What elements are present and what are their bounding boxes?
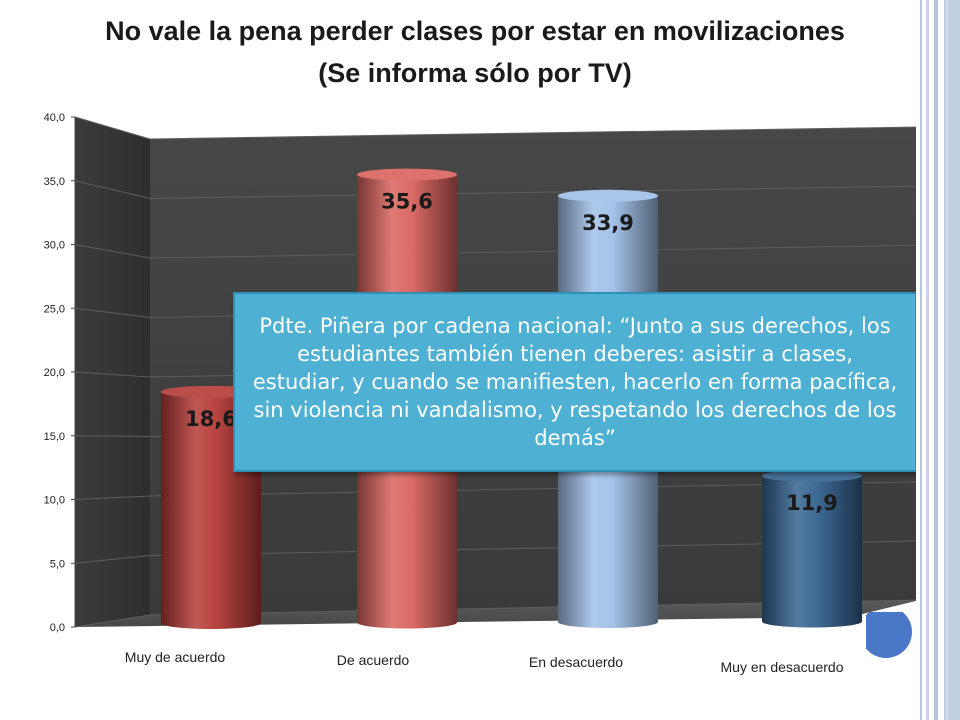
y-axis-ticks: 0,0 5,0 10,0 15,0 20,0 25,0 30,0 35,0 40,0 bbox=[44, 112, 76, 634]
slide-frame-decoration bbox=[916, 0, 960, 720]
gridline-side bbox=[74, 555, 151, 564]
gridline-side bbox=[74, 116, 151, 140]
category-label-3: En desacuerdo bbox=[529, 654, 623, 670]
gridline-side bbox=[74, 614, 151, 628]
gridline-side bbox=[74, 244, 151, 259]
quote-text: Pdte. Piñera por cadena nacional: “Junto… bbox=[252, 314, 898, 450]
gridline-side bbox=[74, 495, 151, 500]
bar-body bbox=[762, 475, 862, 628]
data-label-4: 11,9 bbox=[786, 491, 838, 515]
bar-4 bbox=[762, 469, 862, 628]
bar-top bbox=[558, 189, 658, 202]
side-wall bbox=[75, 117, 150, 627]
data-labels: 18,6 35,6 33,9 11,9 bbox=[185, 190, 838, 515]
gridline-side bbox=[74, 435, 151, 437]
y-tick-label: 35,0 bbox=[44, 176, 65, 188]
chart-subtitle: (Se informa sólo por TV) bbox=[318, 58, 632, 88]
y-tick-label: 5,0 bbox=[50, 558, 65, 570]
bar-top bbox=[357, 168, 457, 181]
bar-top bbox=[762, 469, 862, 482]
data-label-3: 33,9 bbox=[582, 211, 634, 235]
slide-number-circle bbox=[866, 612, 912, 658]
y-tick-label: 30,0 bbox=[44, 240, 65, 252]
category-label-2: De acuerdo bbox=[337, 652, 410, 668]
gridline-side bbox=[74, 307, 151, 318]
gridline-side bbox=[74, 371, 151, 378]
y-tick-label: 20,0 bbox=[44, 367, 65, 379]
gridline-back bbox=[149, 185, 921, 199]
data-label-1: 18,6 bbox=[185, 407, 237, 431]
quote-callout: Pdte. Piñera por cadena nacional: “Junto… bbox=[233, 292, 917, 472]
gridline-side bbox=[74, 180, 151, 199]
gridline-back bbox=[149, 244, 921, 259]
y-tick-label: 25,0 bbox=[44, 303, 65, 315]
category-label-4: Muy en desacuerdo bbox=[721, 659, 844, 675]
x-axis-categories: Muy de acuerdo De acuerdo En desacuerdo Muy… bbox=[125, 649, 844, 675]
floor bbox=[75, 600, 920, 627]
y-tick-label: 15,0 bbox=[44, 431, 65, 443]
gridline-back bbox=[149, 126, 921, 140]
category-label-1: Muy de acuerdo bbox=[125, 649, 226, 665]
y-tick-label: 10,0 bbox=[44, 495, 65, 507]
y-tick-label: 0,0 bbox=[50, 622, 65, 634]
chart-title: No vale la pena perder clases por estar … bbox=[105, 16, 845, 46]
y-tick-label: 40,0 bbox=[44, 112, 65, 124]
data-label-2: 35,6 bbox=[381, 190, 433, 214]
